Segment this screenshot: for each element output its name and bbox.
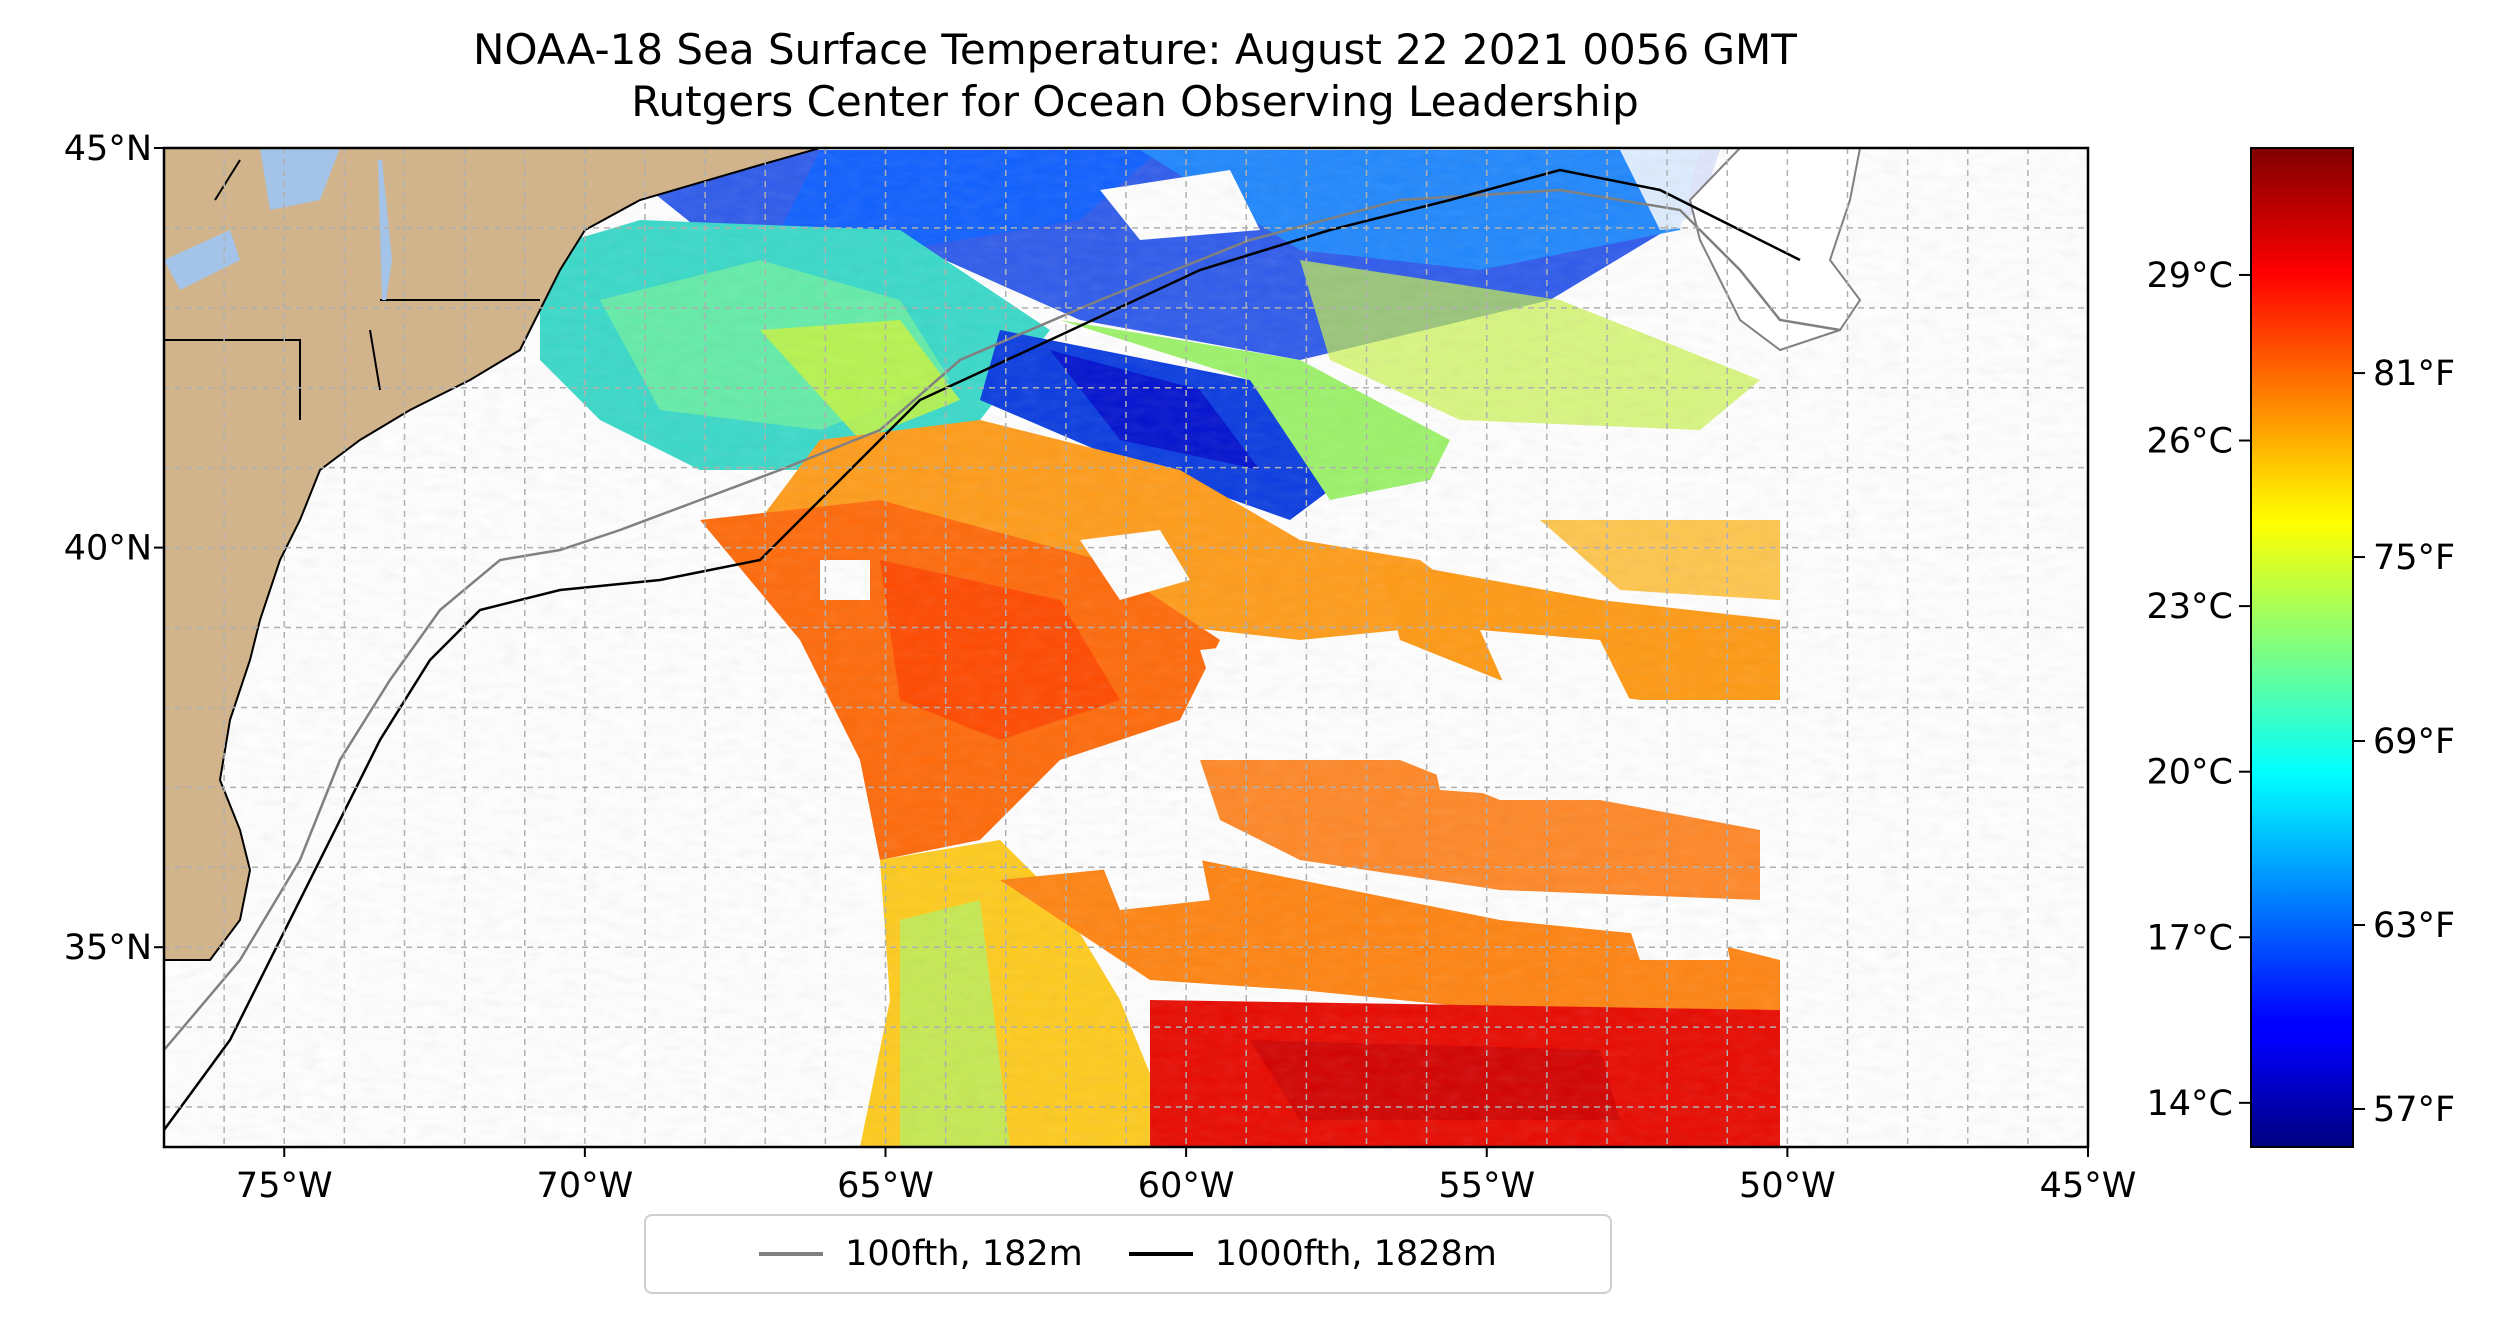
lat-tick-label: 35°N — [64, 928, 152, 968]
lon-tick-label: 60°W — [1138, 1166, 1235, 1206]
legend-line-black — [1128, 1252, 1193, 1256]
celsius-tick-label: 26°C — [2147, 422, 2233, 462]
legend-label: 1000fth, 1828m — [1214, 1234, 1497, 1274]
lon-tick-label: 50°W — [1739, 1166, 1836, 1206]
legend-line-gray — [759, 1252, 824, 1256]
lakes — [164, 148, 393, 301]
celsius-tick-label: 23°C — [2147, 587, 2233, 627]
fahrenheit-tick-label: 69°F — [2373, 722, 2455, 762]
map-frame — [162, 146, 2090, 1149]
lon-tick-label: 75°W — [236, 1166, 333, 1206]
fahrenheit-tick-label: 57°F — [2373, 1090, 2455, 1130]
lon-tick-labels: 75°W 70°W 65°W 60°W 55°W 50°W 45°W — [236, 1147, 2136, 1206]
legend-entry-100fth: 100fth, 182m — [759, 1234, 1083, 1274]
lon-tick-label: 65°W — [837, 1166, 934, 1206]
celsius-tick-label: 20°C — [2147, 753, 2233, 793]
lon-tick-label: 70°W — [537, 1166, 634, 1206]
celsius-tick-label: 14°C — [2147, 1084, 2233, 1124]
lat-tick-labels: 45°N 40°N 35°N — [64, 129, 164, 968]
fahrenheit-tick-label: 75°F — [2373, 538, 2455, 578]
title-line-2: Rutgers Center for Ocean Observing Leade… — [631, 77, 1639, 126]
lat-tick-label: 40°N — [64, 529, 152, 569]
lat-tick-label: 45°N — [64, 129, 152, 169]
celsius-tick-label: 29°C — [2147, 256, 2233, 296]
fahrenheit-tick-label: 81°F — [2373, 354, 2455, 394]
lon-tick-label: 55°W — [1438, 1166, 1535, 1206]
contour-1000fth — [164, 168, 1801, 1131]
chart-title: NOAA-18 Sea Surface Temperature: August … — [0, 24, 2270, 128]
land — [164, 148, 1862, 961]
contour-100fth — [164, 188, 1841, 1051]
map-plot-area — [164, 148, 2088, 1147]
fahrenheit-tick-label: 63°F — [2373, 906, 2455, 946]
celsius-tick-label: 17°C — [2147, 918, 2233, 958]
colorbar-fahrenheit-ticks: 81°F 75°F 69°F 63°F 57°F — [2353, 354, 2455, 1130]
gridlines — [164, 148, 2088, 1147]
legend-label: 100fth, 182m — [845, 1234, 1083, 1274]
title-line-1: NOAA-18 Sea Surface Temperature: August … — [473, 25, 1797, 74]
colorbar — [2250, 147, 2354, 1148]
legend: 100fth, 182m 1000fth, 1828m — [644, 1214, 1612, 1294]
legend-entry-1000fth: 1000fth, 1828m — [1128, 1234, 1497, 1274]
colorbar-celsius-ticks: 29°C 26°C 23°C 20°C 17°C 14°C — [2147, 256, 2251, 1124]
lon-tick-label: 45°W — [2040, 1166, 2137, 1206]
